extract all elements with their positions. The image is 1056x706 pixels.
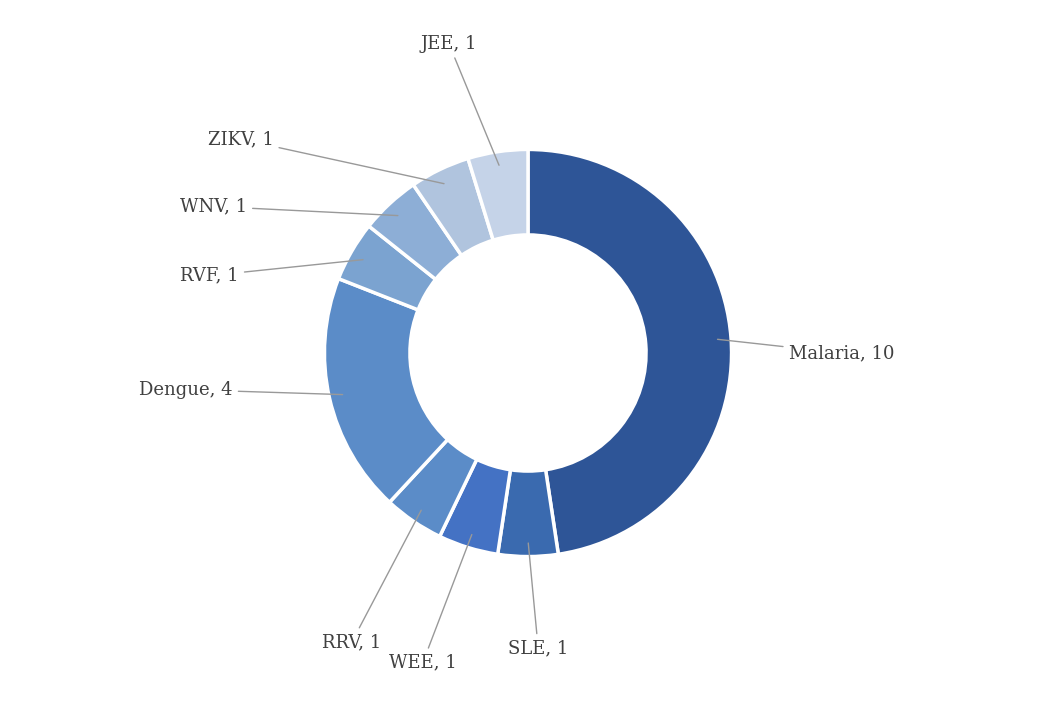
- Wedge shape: [468, 150, 528, 240]
- Text: RVF, 1: RVF, 1: [181, 260, 363, 285]
- Text: WNV, 1: WNV, 1: [180, 198, 398, 215]
- Text: ZIKV, 1: ZIKV, 1: [208, 131, 444, 184]
- Wedge shape: [528, 150, 732, 554]
- Wedge shape: [339, 226, 436, 310]
- Text: JEE, 1: JEE, 1: [420, 35, 499, 165]
- Text: Malaria, 10: Malaria, 10: [717, 340, 894, 362]
- Text: Dengue, 4: Dengue, 4: [139, 381, 342, 399]
- Wedge shape: [439, 460, 510, 554]
- Wedge shape: [497, 469, 559, 556]
- Wedge shape: [413, 158, 493, 256]
- Wedge shape: [324, 279, 448, 502]
- Wedge shape: [369, 185, 461, 280]
- Text: RRV, 1: RRV, 1: [322, 510, 421, 651]
- Text: WEE, 1: WEE, 1: [389, 534, 472, 671]
- Wedge shape: [390, 440, 476, 537]
- Text: SLE, 1: SLE, 1: [508, 543, 568, 657]
